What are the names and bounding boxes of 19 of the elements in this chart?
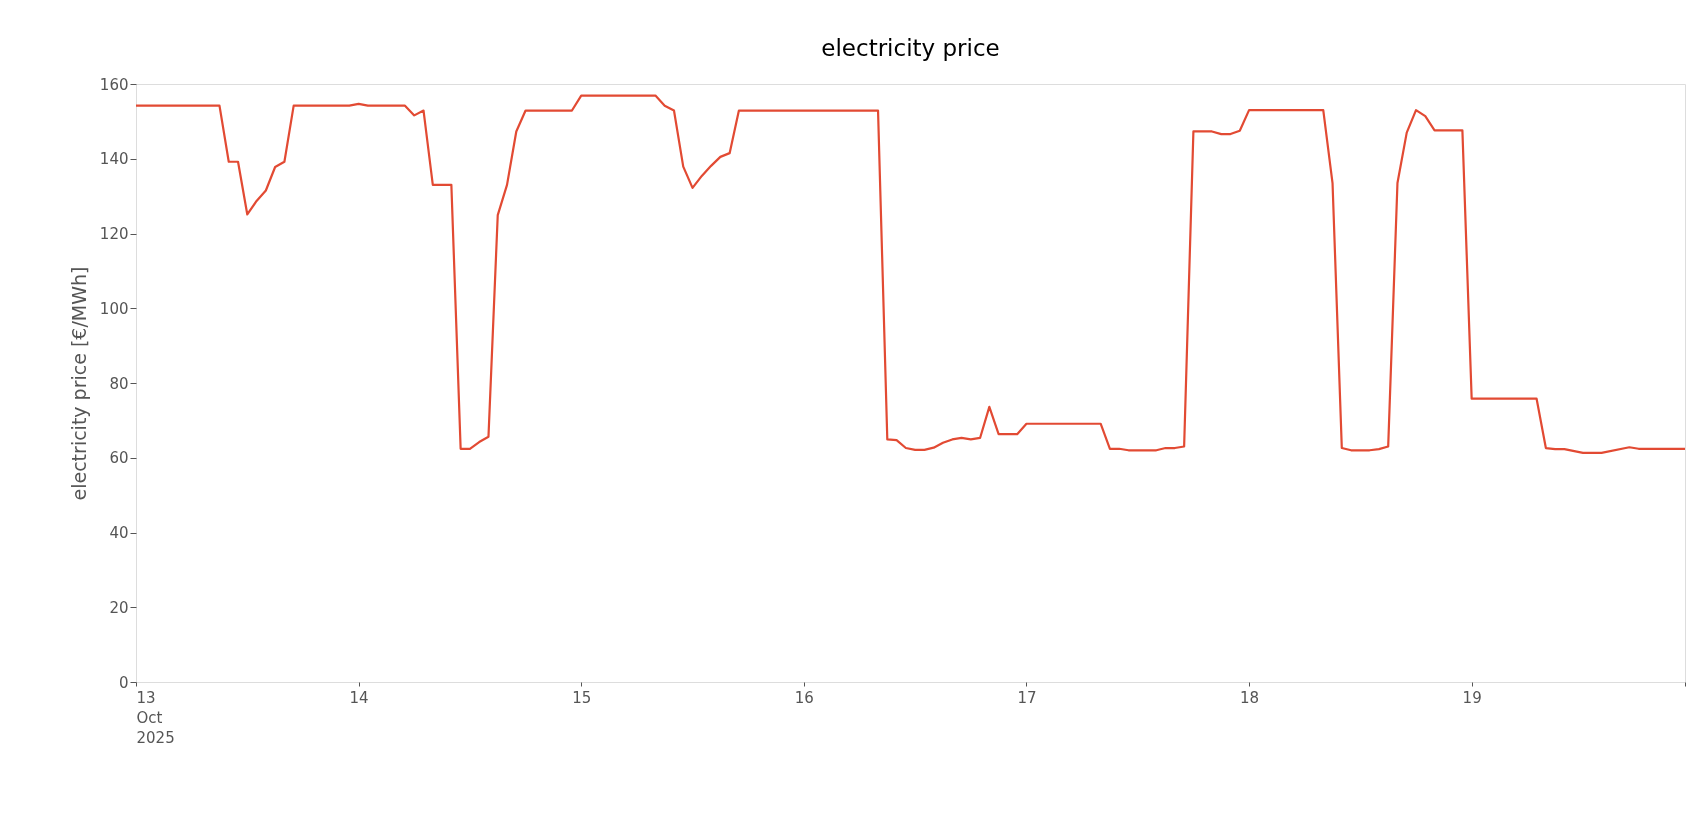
y-tick-label: 140 [99, 150, 129, 169]
x-tick-label: 18 [1240, 688, 1260, 707]
y-tick-label: 120 [99, 225, 129, 243]
x-tick-label: 15 [572, 688, 592, 707]
y-tick-label: 20 [109, 598, 129, 617]
y-tick-label: 60 [109, 449, 129, 468]
x-tick-label: 14 [349, 688, 369, 707]
y-tick-label: 40 [109, 524, 129, 542]
x-tick-label: 16 [794, 688, 814, 707]
x-tick-label: 19 [1462, 688, 1482, 707]
y-tick-label: 0 [118, 673, 129, 692]
line-series [134, 94, 1687, 454]
y-tick-label: 160 [99, 75, 129, 94]
chart-title: electricity price [821, 35, 1000, 61]
y-tick-label: 100 [99, 299, 129, 318]
x-tick-label: 17 [1017, 688, 1037, 707]
y-tick-label: 80 [109, 374, 129, 393]
x-tick-label: 13 Oct 2025 [136, 688, 175, 747]
y-axis-title: electricity price [€/MWh] [67, 266, 90, 501]
